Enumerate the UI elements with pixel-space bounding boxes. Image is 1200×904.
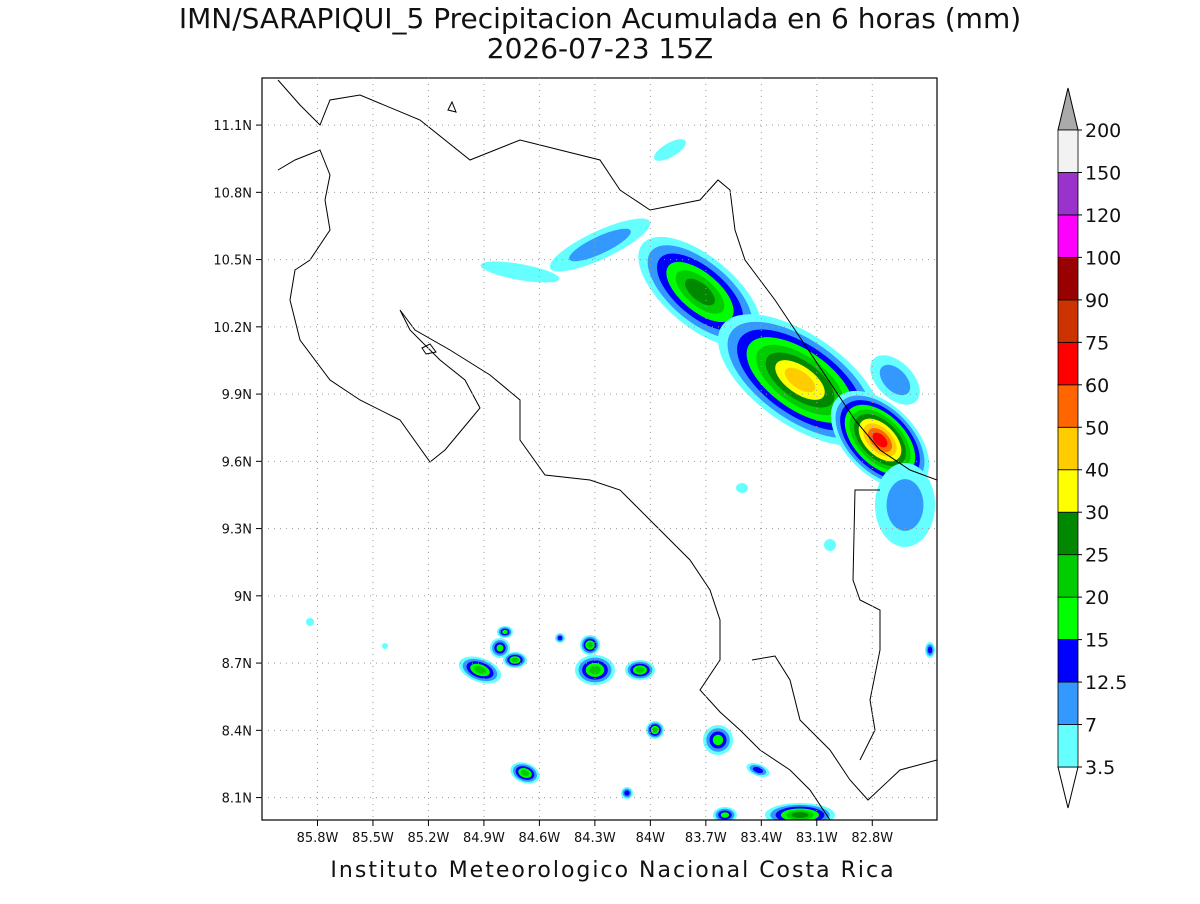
colorbar-label: 15 [1085,630,1109,652]
colorbar-segment [1057,172,1079,216]
lat-tick-label: 8.4N [222,724,252,739]
precip-area [652,727,658,733]
precip-area [685,278,715,306]
precip-area [752,766,764,774]
lon-tick-label: 84.9W [463,831,505,846]
lat-tick-label: 8.1N [222,792,252,807]
precip-area [480,261,560,283]
colorbar-segment [1057,724,1079,768]
colorbar-segment [1057,341,1079,386]
island [447,100,457,113]
colorbar-segment [1057,299,1079,343]
precip-area [886,479,924,531]
precip-area [589,665,601,675]
lat-tick-label: 9.6N [222,455,252,470]
colorbar-segment [1057,554,1079,598]
colorbar-label: 200 [1085,120,1121,142]
colorbar-label: 3.5 [1085,757,1115,779]
lat-tick-label: 9.9N [222,388,252,403]
lon-tick-label: 85.2W [408,831,450,846]
lon-tick-label: 84.6W [518,831,560,846]
footer: Instituto Meteorologico Nacional Costa R… [330,858,895,883]
caribbean-coast [277,79,937,481]
colorbar-segment [1057,681,1079,725]
subtitle: 2026-07-23 15Z [487,32,713,65]
colorbar-segment [1057,426,1079,471]
precip-area [712,734,724,746]
colorbar-overflow [1057,87,1079,131]
osa-coast [751,655,937,801]
colorbar-label: 150 [1085,162,1121,184]
lat-tick-label: 10.8N [213,186,252,201]
colorbar-underflow [1057,766,1079,809]
colorbar-label: 20 [1085,587,1109,609]
lat-tick-label: 9.3N [222,523,252,538]
precip-area [879,364,911,396]
lon-tick-label: 82.8W [851,831,893,846]
colorbar-label: 40 [1085,460,1109,482]
precip-area [654,139,686,161]
lon-tick-label: 83.4W [740,831,782,846]
colorbar-label: 7 [1085,715,1097,737]
precip-area [784,367,816,393]
map-frame [261,77,938,821]
precip-area [587,642,593,648]
colorbar-segment [1057,129,1079,173]
lat-tick-label: 10.2N [213,321,252,336]
lat-tick-label: 11.1N [213,119,252,134]
precip-area [736,483,748,493]
lon-tick-label: 83.1W [796,831,838,846]
pacific-coast [277,149,831,820]
colorbar-label: 90 [1085,290,1109,312]
lon-tick-label: 84W [636,831,666,846]
coastlines [277,79,937,820]
colorbar-label: 30 [1085,502,1109,524]
colorbar-segment [1057,214,1079,258]
precip-area [473,666,487,674]
lat-tick-label: 9N [234,590,252,605]
colorbar-segment [1057,511,1079,556]
precip-area [872,432,888,448]
lon-tick-label: 85.5W [352,831,394,846]
precip-area [502,629,508,635]
precip-area [824,539,836,551]
colorbar-segment [1057,469,1079,513]
panama-border [852,489,881,761]
lat-tick-label: 8.7N [222,657,252,672]
precip-area [569,228,631,262]
colorbar-label: 100 [1085,247,1121,269]
colorbar-label: 12.5 [1085,672,1127,694]
map-area [306,139,935,820]
colorbar-label: 60 [1085,375,1109,397]
colorbar-segment [1057,256,1079,301]
title: IMN/SARAPIQUI_5 Precipitacion Acumulada … [179,2,1021,35]
precip-area [635,667,645,673]
precip-area [791,812,809,818]
colorbar-segment [1057,596,1079,641]
lon-tick-label: 83.7W [685,831,727,846]
precip-area [306,618,314,626]
precip-area [557,635,563,641]
colorbar-label: 120 [1085,205,1121,227]
precip-area [496,644,504,652]
island [421,343,437,355]
precip-area [382,643,388,649]
colorbar-segment [1057,384,1079,428]
lat-tick-label: 10.5N [213,254,252,269]
colorbar-label: 25 [1085,545,1109,567]
precip-area [511,657,519,663]
precip-area [624,790,630,796]
colorbar-label: 50 [1085,417,1109,439]
precip-area [720,812,730,818]
precip-area [927,646,933,654]
colorbar-segment [1057,639,1079,683]
lon-tick-label: 85.8W [297,831,339,846]
colorbar-label: 75 [1085,332,1109,354]
precip-area [520,769,530,777]
colorbar: 3.5 7 12.5 15 20 25 30 40 50 60 75 90 100 120 150 200 [1057,87,1127,809]
lon-tick-label: 84.3W [574,831,616,846]
